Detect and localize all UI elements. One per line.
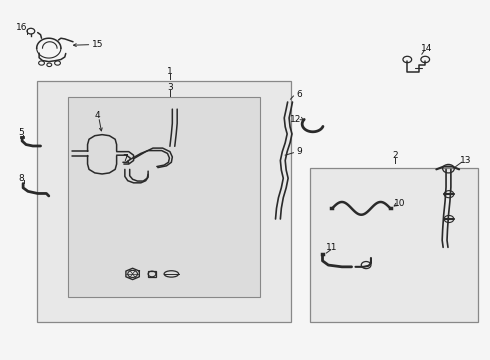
Text: 8: 8 bbox=[18, 174, 24, 183]
Text: 5: 5 bbox=[18, 129, 24, 138]
Text: 10: 10 bbox=[394, 198, 406, 207]
Text: 11: 11 bbox=[326, 243, 338, 252]
Text: 2: 2 bbox=[392, 152, 398, 161]
Bar bbox=[147, 271, 156, 277]
Text: 1: 1 bbox=[167, 67, 173, 76]
Text: 16: 16 bbox=[16, 23, 28, 32]
Bar bbox=[68, 97, 260, 297]
Bar bbox=[310, 168, 478, 322]
Text: 6: 6 bbox=[296, 90, 302, 99]
Text: 14: 14 bbox=[421, 44, 432, 53]
Text: 7: 7 bbox=[122, 154, 128, 163]
Text: 15: 15 bbox=[92, 40, 103, 49]
Text: 3: 3 bbox=[167, 84, 173, 93]
Bar bbox=[37, 81, 291, 322]
Text: 4: 4 bbox=[95, 111, 100, 120]
Text: 9: 9 bbox=[296, 147, 302, 156]
Text: 12: 12 bbox=[290, 114, 301, 123]
Text: 13: 13 bbox=[460, 156, 471, 165]
